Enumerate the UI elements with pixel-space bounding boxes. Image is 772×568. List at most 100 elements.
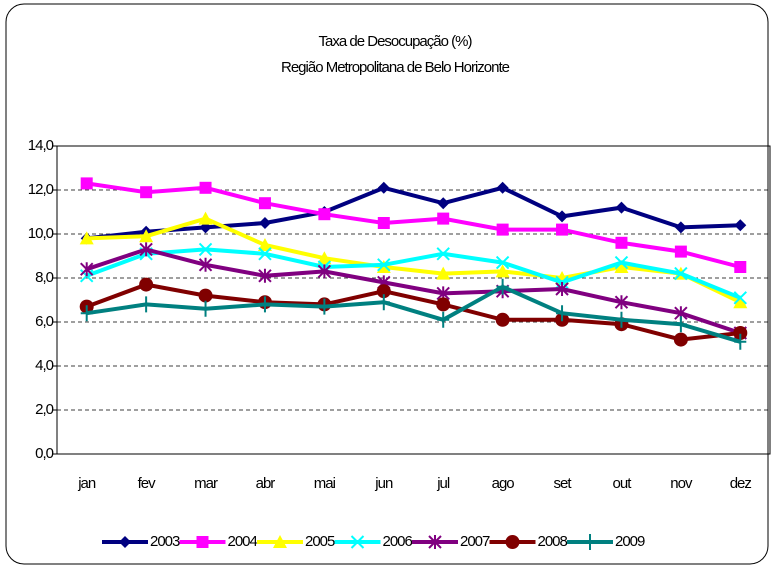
legend-label: 2009 [615, 533, 645, 550]
x-tick-label: ago [492, 475, 515, 492]
series-line [86, 247, 741, 335]
data-point [733, 291, 747, 305]
x-tick-label: jul [436, 475, 450, 492]
y-tick-label: 2,0 [35, 401, 54, 418]
data-point [139, 277, 154, 292]
x-tick-label: jun [374, 475, 393, 492]
data-point [556, 305, 569, 322]
y-tick-label: 10,0 [28, 225, 54, 242]
data-point [734, 261, 747, 273]
data-point [437, 212, 450, 225]
y-tick-label: 6,0 [35, 313, 54, 330]
data-point [733, 295, 748, 309]
data-point [436, 266, 451, 280]
x-tick-label: jan [77, 475, 96, 492]
y-tick-label: 14,0 [28, 137, 54, 154]
x-tick-label: out [613, 475, 633, 492]
data-point [258, 217, 271, 229]
data-point [377, 294, 390, 311]
x-tick-label: set [554, 475, 573, 492]
data-point [377, 258, 391, 272]
legend-label: 2008 [538, 533, 568, 550]
chart-subtitle: Região Metropolitana de Belo Horizonte [281, 59, 510, 76]
data-point [734, 219, 747, 232]
series-line [86, 185, 741, 241]
legend-marker [196, 536, 209, 548]
legend-label: 2004 [228, 533, 258, 550]
data-point [496, 278, 509, 295]
data-point [80, 305, 93, 322]
data-point [198, 242, 213, 257]
data-point [496, 181, 509, 194]
data-point [198, 288, 213, 303]
data-point [614, 295, 629, 310]
data-point [496, 223, 509, 236]
data-point [615, 236, 628, 249]
data-point [258, 197, 271, 210]
legend-marker [584, 534, 596, 550]
legend-marker [505, 535, 520, 549]
data-point [495, 312, 510, 327]
x-tick-label: nov [670, 475, 693, 492]
y-tick-label: 8,0 [35, 269, 54, 286]
legend-marker [273, 535, 287, 548]
data-point [198, 211, 213, 225]
y-tick-label: 4,0 [35, 357, 54, 374]
x-tick-label: mar [194, 475, 218, 492]
data-point [674, 316, 687, 333]
legend-label: 2005 [305, 533, 335, 550]
legend-label: 2007 [460, 533, 490, 550]
data-point [80, 177, 93, 190]
legend-label: 2003 [150, 533, 180, 550]
y-tick-label: 12,0 [28, 181, 54, 198]
data-point [495, 264, 510, 278]
data-point [674, 221, 687, 234]
data-point [673, 332, 688, 347]
data-point [555, 282, 569, 296]
legend-marker [119, 536, 131, 548]
data-point [258, 268, 272, 283]
x-tick-label: abr [256, 475, 276, 492]
data-point [140, 186, 153, 199]
data-point [436, 297, 451, 312]
data-point [615, 201, 628, 214]
data-point [258, 296, 271, 313]
data-point [495, 255, 510, 270]
data-point [437, 311, 450, 328]
data-point [199, 181, 212, 194]
data-point [437, 197, 450, 210]
data-point [257, 238, 272, 251]
series-line [86, 284, 741, 344]
x-tick-label: dez [730, 475, 752, 492]
data-point [734, 333, 747, 350]
data-point [615, 311, 628, 328]
data-point [139, 242, 153, 257]
data-point [376, 284, 391, 299]
data-point [318, 208, 331, 221]
data-point [317, 251, 332, 265]
x-tick-label: mai [314, 475, 336, 492]
data-point [198, 257, 213, 272]
data-point [556, 210, 569, 223]
legend-marker [350, 535, 365, 549]
data-point [139, 229, 154, 243]
data-point [674, 266, 688, 281]
data-point [140, 296, 153, 313]
y-tick-label: 0,0 [35, 445, 54, 462]
data-point [199, 300, 212, 317]
chart-title: Taxa de Desocupação (%) [319, 33, 473, 50]
data-point [80, 262, 94, 277]
plot-area [56, 145, 771, 455]
data-point [317, 264, 332, 279]
data-point [318, 298, 331, 315]
series-line [86, 282, 741, 342]
data-point [733, 326, 748, 340]
series-line [86, 181, 741, 269]
x-tick-label: fev [138, 475, 157, 492]
data-point [79, 231, 94, 245]
data-point [258, 247, 272, 261]
legend-marker [428, 535, 442, 549]
series-line [86, 216, 742, 305]
legend-label: 2006 [383, 533, 413, 550]
